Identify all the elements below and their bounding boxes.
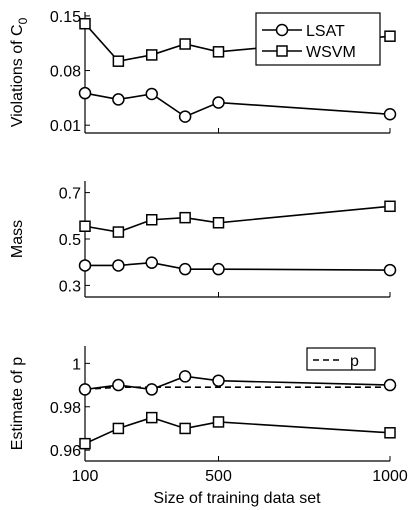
panel-1: 0.01 0.08 0.15 Violations of C0 LSAT WSVM (9, 9, 397, 135)
data-point-square (384, 30, 396, 42)
data-point-circle (178, 110, 192, 123)
x-tick-label: 500 (205, 468, 232, 485)
data-point-circle (178, 262, 192, 276)
data-point-square (179, 38, 191, 50)
data-point-square (112, 226, 125, 238)
series-line-lsat (84, 92, 391, 118)
y-tick-label: 1 (72, 356, 81, 373)
series-line-p (84, 386, 390, 391)
legend-label-p: p (350, 353, 359, 370)
legend-box (306, 347, 376, 371)
data-point-circle (78, 383, 92, 396)
y-tick-label: 0.01 (50, 118, 81, 135)
data-point-square (79, 17, 91, 30)
data-point-circle (178, 370, 192, 383)
data-point-square (112, 55, 125, 67)
data-point-circle (383, 108, 397, 121)
y-tick-label: 0.7 (59, 186, 81, 203)
data-point-square (146, 411, 158, 424)
legend-marker-circle (275, 23, 289, 37)
data-point-square (112, 422, 125, 435)
y-axis-label-text: Mass (9, 220, 26, 258)
data-point-circle (212, 262, 225, 276)
data-point-circle (145, 256, 158, 269)
data-point-circle (112, 93, 125, 106)
data-point-square (212, 46, 225, 58)
data-point-square (212, 217, 225, 229)
y-tick-label: 0.98 (50, 400, 81, 417)
y-axis-label: Violations of C0 (9, 17, 30, 127)
data-point-circle (112, 378, 125, 392)
legend-marker-square (276, 45, 288, 57)
data-point-circle (383, 263, 397, 277)
series-line-lsat (85, 261, 391, 271)
x-tick-label: 1000 (372, 468, 408, 485)
data-point-circle (78, 259, 92, 272)
y-tick-label: 0.3 (59, 278, 81, 295)
data-point-square (384, 200, 396, 213)
data-point-square (179, 211, 191, 224)
legend-label-wsvm: WSVM (306, 44, 356, 61)
data-point-square (179, 422, 191, 435)
y-axis-label: Mass (9, 220, 26, 258)
data-point-square (212, 416, 225, 428)
series-line-square (84, 416, 391, 445)
y-axis-label-text: Violations of C (9, 24, 26, 127)
y-tick-label: 0.5 (59, 232, 81, 249)
x-axis-label: Size of training data set (153, 490, 321, 507)
series-line-wsvm (84, 205, 391, 233)
data-point-circle (112, 259, 125, 272)
legend: LSAT WSVM (255, 12, 381, 66)
series-line-wsvm (84, 23, 391, 63)
y-tick-label: 0.96 (50, 443, 81, 460)
y-axis-label-text: Estimate of p (9, 357, 26, 450)
data-point-circle (212, 96, 225, 109)
data-point-square (384, 427, 396, 439)
panel-2: 0.3 0.5 0.7 Mass (9, 181, 397, 298)
data-point-circle (212, 374, 225, 387)
legend: p (306, 347, 376, 371)
data-point-square (146, 213, 158, 226)
data-point-square (146, 49, 158, 61)
legend-label-lsat: LSAT (306, 23, 345, 40)
data-point-circle (145, 383, 158, 396)
data-point-square (79, 220, 91, 232)
data-point-circle (78, 86, 92, 100)
data-point-circle (383, 378, 397, 392)
y-tick-label: 0.15 (50, 9, 81, 26)
data-point-circle (145, 87, 158, 101)
y-axis-label: Estimate of p (9, 357, 26, 450)
data-point-square (79, 437, 91, 450)
panel-3: 0.96 0.98 1 Estimate of p p 100 500 1000 Size of… (9, 346, 408, 507)
y-axis-label-subscript: 0 (16, 17, 30, 24)
x-tick-label: 100 (72, 468, 99, 485)
y-tick-label: 0.08 (50, 64, 81, 81)
